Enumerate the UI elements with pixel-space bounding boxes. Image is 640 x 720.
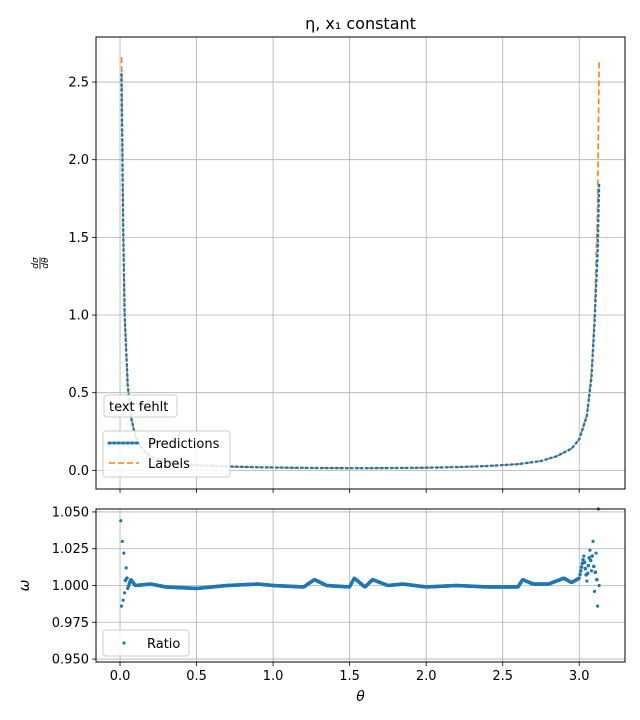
ratio-point	[119, 604, 124, 608]
ratio-point	[588, 558, 593, 563]
ratio-point	[120, 539, 124, 543]
ratio-point	[595, 577, 599, 582]
ratio-point	[125, 576, 129, 580]
legend-title-box	[103, 394, 178, 418]
ratio-point	[578, 568, 583, 573]
legend-predictions-label: Predictions	[148, 437, 220, 452]
ratio-point	[585, 579, 589, 583]
x-tick-label: 2.0	[416, 669, 437, 684]
x-tick-label: 3.0	[569, 669, 590, 684]
ratio-x-ticks: 0.0 0.5 1.0 1.5 2.0 2.5 3.0	[110, 662, 590, 684]
ratio-point	[579, 565, 584, 569]
ratio-point	[586, 563, 591, 568]
ratio-point	[577, 576, 581, 580]
y-tick-label: 1.0	[68, 309, 89, 324]
ratio-point	[123, 591, 127, 595]
y-axis-label-numerator: dσ	[31, 257, 41, 269]
main-legend[interactable]: text fehlt Predictions Labels	[102, 394, 231, 478]
ratio-point	[589, 569, 594, 573]
y-tick-label: 2.0	[68, 153, 89, 168]
main-plot-frame	[95, 36, 626, 490]
x-axis-label: θ	[356, 689, 365, 705]
ratio-point	[585, 571, 590, 576]
ratio-point	[591, 564, 596, 569]
ratio-y-ticks: 0.950 0.975 1.000 1.025 1.050	[52, 505, 96, 668]
ratio-y-axis-label: ω	[17, 579, 33, 591]
main-x-ticks	[119, 489, 580, 493]
ratio-point	[121, 598, 125, 602]
ratio-point	[578, 572, 582, 577]
y-axis-label-denominator: dθ	[41, 257, 51, 269]
ratio-point	[593, 570, 598, 575]
legend-ratio-swatch	[122, 641, 126, 645]
ratio-point	[591, 539, 595, 543]
legend-labels-label: Labels	[148, 457, 190, 472]
y-tick-label: 1.050	[52, 505, 89, 520]
ratio-plot-panel: 0.0 0.5 1.0 1.5 2.0 2.5 3.0 0.950 0.975 1.000 1.0…	[17, 505, 626, 705]
y-tick-label: 0.950	[52, 653, 89, 668]
ratio-legend[interactable]: Ratio	[102, 629, 190, 657]
y-tick-label: 1.000	[52, 579, 89, 594]
main-plot-panel: 0.00.51.01.52.02.5 η, x₁ constant dσ dθ …	[31, 14, 626, 493]
ratio-point	[588, 548, 592, 552]
main-y-axis-label: dσ dθ	[31, 257, 51, 269]
x-tick-label: 0.0	[110, 669, 131, 684]
y-tick-label: 0.975	[52, 616, 89, 631]
ratio-point	[119, 519, 123, 523]
ratio-point	[594, 551, 598, 555]
x-tick-label: 1.0	[263, 669, 284, 684]
x-tick-label: 0.5	[186, 669, 207, 684]
legend-ratio-label: Ratio	[147, 637, 180, 652]
y-tick-label: 1.5	[68, 231, 89, 246]
ratio-point	[597, 583, 601, 588]
y-tick-label: 2.5	[68, 76, 89, 91]
x-tick-label: 1.5	[339, 669, 360, 684]
ratio-point	[583, 566, 588, 571]
y-tick-label: 0.5	[68, 386, 89, 401]
x-tick-label: 2.5	[492, 669, 513, 684]
y-tick-label: 0.0	[68, 464, 89, 479]
ratio-point	[124, 566, 128, 570]
ratio-point	[590, 554, 595, 558]
ratio-point	[596, 604, 600, 608]
y-tick-label: 1.025	[52, 542, 89, 557]
main-chart-title: η, x₁ constant	[305, 14, 416, 33]
ratio-point	[122, 551, 126, 555]
ratio-point	[592, 589, 597, 593]
legend-title: text fehlt	[109, 400, 168, 415]
main-y-ticks: 0.0 0.5 1.0 1.5 2.0 2.5	[68, 76, 96, 479]
ratio-legend-box	[102, 629, 190, 657]
ratio-point	[582, 554, 586, 558]
ratio-point	[582, 560, 587, 565]
ratio-series-layer	[119, 507, 601, 608]
